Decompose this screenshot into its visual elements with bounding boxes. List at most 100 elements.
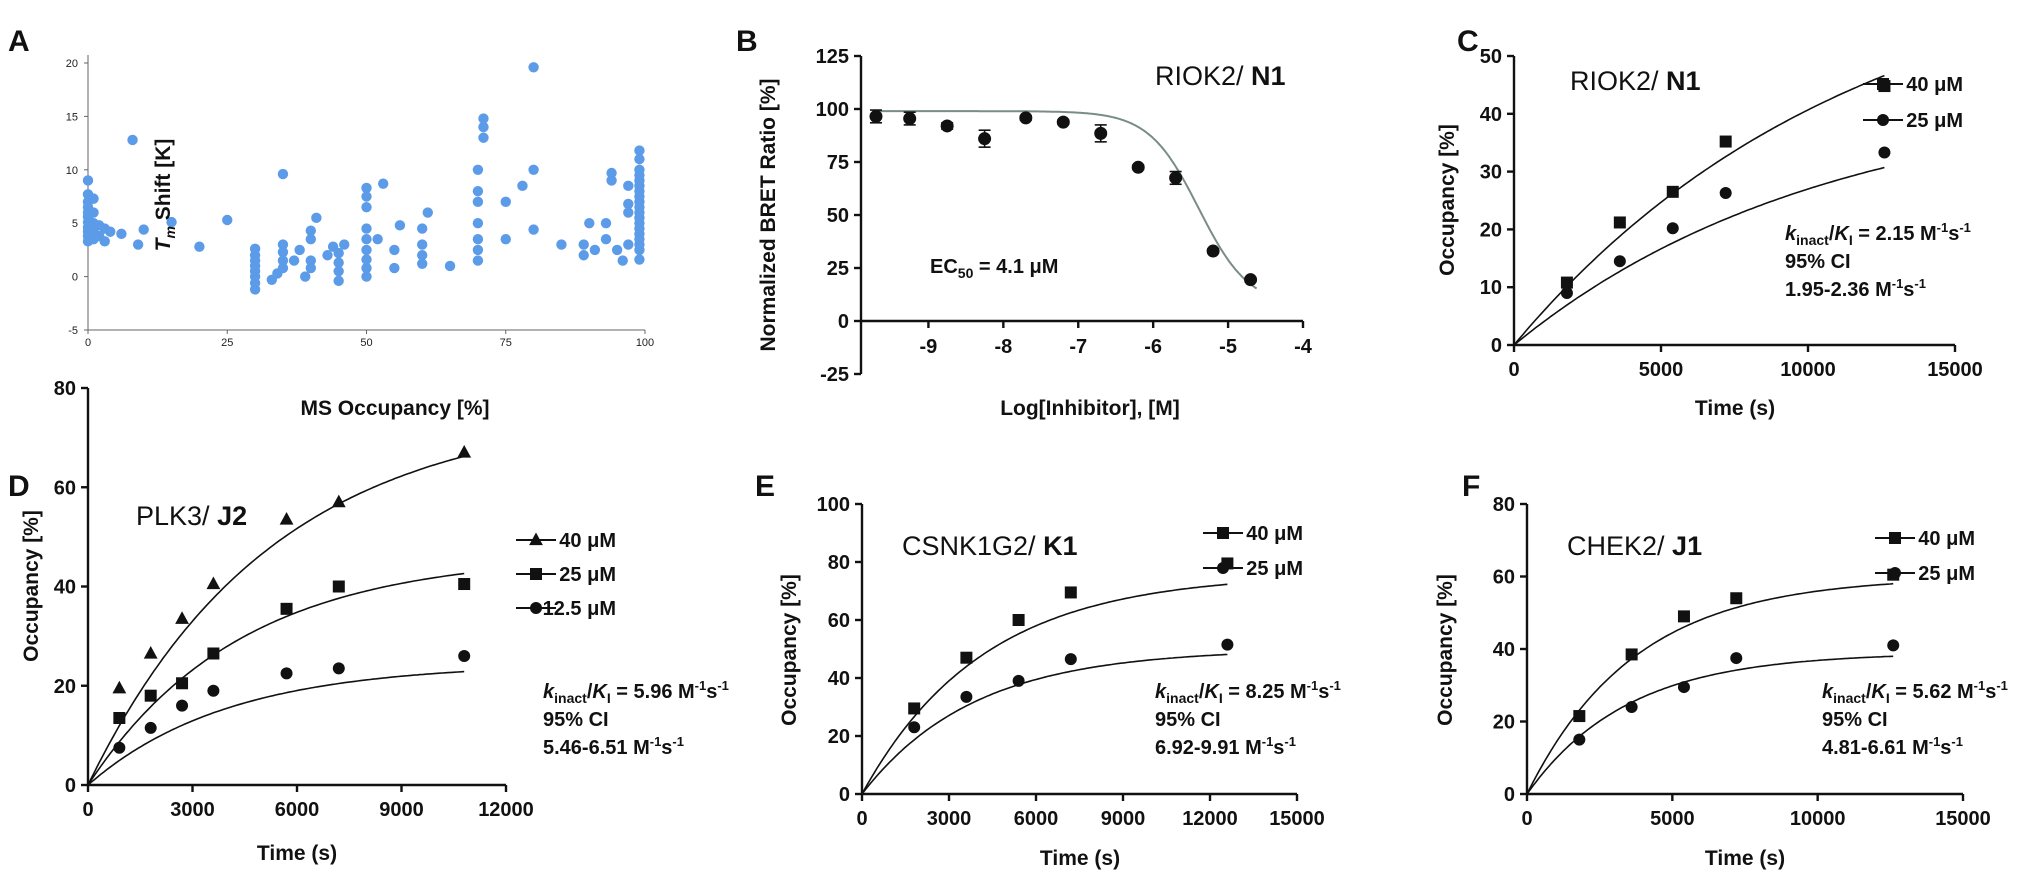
panel-e-point <box>960 690 973 703</box>
panel-d-x-label: Time (s) <box>257 842 337 865</box>
panel-a-point <box>88 207 99 218</box>
panel-a-point <box>517 180 528 192</box>
panel-c-point <box>1613 216 1626 229</box>
panel-f-kinact-annotation: kinact/KI = 5.62 M-1s-1 <box>1822 678 2008 706</box>
panel-a-point <box>578 250 589 261</box>
panel-a-point <box>478 132 489 143</box>
panel-c-legend-label: 40 μM <box>1906 74 1963 96</box>
panel-c-y-tick-label: 40 <box>1480 104 1502 126</box>
panel-label-e: E <box>755 470 775 503</box>
panel-d-y-tick-label: 40 <box>54 577 76 599</box>
panel-d-x-tick-label: 3000 <box>170 799 215 821</box>
panel-a-point <box>361 262 372 274</box>
panel-c-x-tick-label: 5000 <box>1639 359 1684 381</box>
panel-b-y-tick-label: 75 <box>827 152 849 174</box>
panel-a-point <box>339 239 350 250</box>
panel-e-point <box>908 702 921 715</box>
panel-b-point <box>1206 244 1220 258</box>
panel-c-point <box>1666 185 1679 198</box>
panel-a-point <box>617 255 628 266</box>
panel-c-point <box>1560 286 1573 299</box>
panel-d-legend-label: 25 μM <box>559 564 616 586</box>
panel-f-ci-label: 95% CI <box>1822 709 1888 731</box>
panel-c-legend-marker <box>1877 114 1889 126</box>
panel-e-kinact-annotation: kinact/KI = 8.25 M-1s-1 <box>1155 678 1341 706</box>
panel-a-point <box>389 262 400 274</box>
panel-d-fit-curve <box>87 572 465 786</box>
panel-b-y-tick-label: 25 <box>827 258 849 280</box>
panel-a-point <box>417 223 428 234</box>
panel-a-point <box>634 145 645 156</box>
panel-a-y-tick-label: 5 <box>72 218 78 230</box>
panel-f-point <box>1625 648 1638 661</box>
panel-e-ci-label: 95% CI <box>1155 709 1221 731</box>
panel-a-point <box>249 243 261 255</box>
panel-a-y-label: Tm Shift [K] <box>152 139 178 252</box>
panel-e-x-tick-label: 0 <box>856 808 867 830</box>
panel-b-x-tick-label: -4 <box>1294 336 1313 358</box>
panel-a-point <box>417 258 428 269</box>
panel-b-point <box>869 109 883 123</box>
panel-a-point <box>584 218 595 229</box>
panel-a-point <box>589 244 601 256</box>
panel-b-y-tick-label: 50 <box>827 205 849 227</box>
panel-d-ci-label: 95% CI <box>543 709 609 731</box>
panel-b-point <box>1019 111 1033 125</box>
panel-c-y-tick-label: 10 <box>1480 277 1502 299</box>
panel-a-point <box>378 178 389 189</box>
panel-f-title: CHEK2/ J1 <box>1567 531 1702 561</box>
panel-b-point <box>1169 171 1183 185</box>
panel-e-x-tick-label: 6000 <box>1014 808 1059 830</box>
panel-f-point <box>1573 710 1586 723</box>
panel-d-point <box>331 494 346 508</box>
panel-c-y-tick-label: 20 <box>1480 219 1502 241</box>
panel-e-point <box>1012 674 1025 687</box>
panel-e-y-tick-label: 60 <box>828 610 850 632</box>
panel-f-fit-curve <box>1526 655 1894 795</box>
panel-b-y-label: Normalized BRET Ratio [%] <box>757 78 780 351</box>
panel-c-point <box>1719 186 1732 199</box>
panel-c-point <box>1613 255 1626 268</box>
panel-a-point <box>500 196 511 208</box>
panel-d-point <box>143 645 158 659</box>
panel-c-point <box>1719 135 1732 148</box>
panel-a-point <box>277 255 289 266</box>
panel-f-point <box>1677 681 1690 694</box>
panel-a-point <box>417 250 428 261</box>
panel-a-point <box>623 207 634 218</box>
panel-a-point <box>361 271 372 282</box>
panel-e-y-label: Occupancy [%] <box>778 574 801 726</box>
panel-label-a: A <box>8 25 30 58</box>
panel-f-y-tick-label: 0 <box>1504 784 1515 806</box>
panel-d-ci-range: 5.46-6.51 M-1s-1 <box>543 734 684 759</box>
panel-f-legend-label: 25 μM <box>1918 563 1975 585</box>
panel-c-ci-label: 95% CI <box>1785 251 1851 273</box>
panel-a-point <box>478 113 489 124</box>
panel-c-y-tick-label: 0 <box>1491 335 1502 357</box>
panel-c-x-tick-label: 0 <box>1508 359 1519 381</box>
panel-d-y-label: Occupancy [%] <box>20 510 43 662</box>
panel-e-x-tick-label: 15000 <box>1269 808 1325 830</box>
panel-a-point <box>88 193 99 204</box>
panel-a-point <box>578 239 589 250</box>
panel-b-y-tick-label: -25 <box>820 364 849 386</box>
panel-e-ci-range: 6.92-9.91 M-1s-1 <box>1155 734 1296 759</box>
panel-f-x-tick-label: 15000 <box>1935 808 1991 830</box>
panel-a-y-tick-label: 10 <box>66 165 78 177</box>
panel-a-point <box>99 236 110 247</box>
panel-label-b: B <box>736 25 758 58</box>
panel-a-chart: -5 0 5 10 15 20 0 25 50 75 100 MS Occupancy [%] Tm S… <box>66 55 654 420</box>
panel-b-point <box>940 119 954 133</box>
panel-c-y-label: Occupancy [%] <box>1436 124 1459 276</box>
panel-d-y-tick-label: 0 <box>65 775 76 797</box>
panel-label-f: F <box>1462 470 1480 503</box>
panel-c-x-tick-label: 15000 <box>1927 359 1983 381</box>
panel-c-title: RIOK2/ N1 <box>1570 66 1701 96</box>
panel-e-point <box>908 721 921 734</box>
panel-a-point <box>361 254 372 265</box>
panel-a-x-label: MS Occupancy [%] <box>300 397 489 420</box>
panel-a-point <box>417 239 428 250</box>
panel-e-point <box>1064 586 1077 599</box>
panel-d-point <box>175 611 189 624</box>
panel-f-x-tick-label: 10000 <box>1790 808 1846 830</box>
